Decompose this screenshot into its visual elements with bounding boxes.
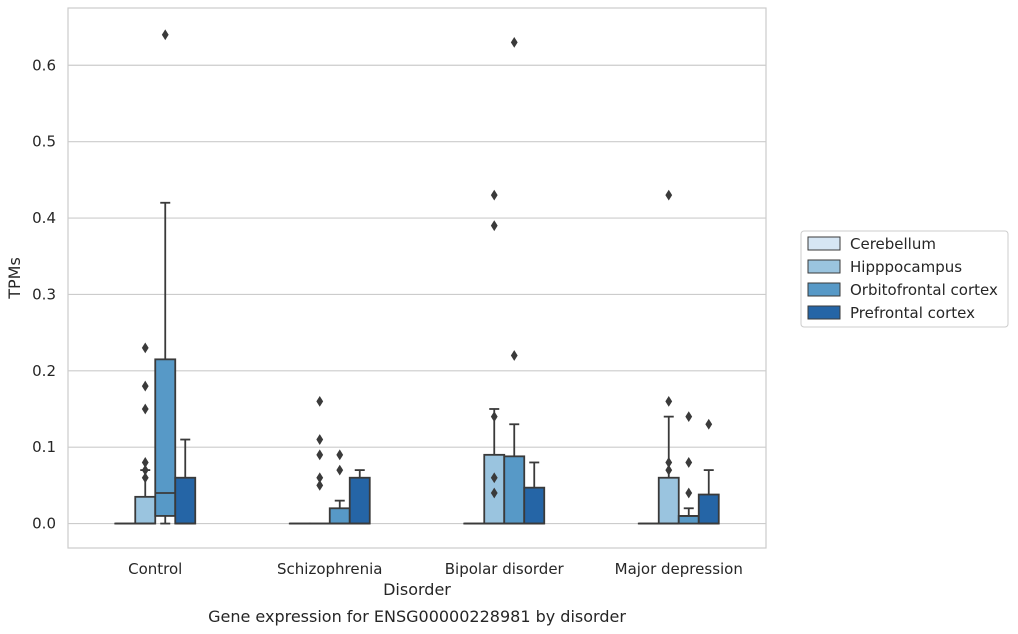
chart-title: Gene expression for ENSG00000228981 by d… (208, 607, 626, 626)
legend: Cerebellum Hipppocampus Orbitofrontal co… (801, 231, 1008, 327)
box-iqr (135, 497, 155, 524)
legend-swatch-cerebellum (808, 237, 840, 250)
legend-label-hipppocampus: Hipppocampus (850, 258, 962, 276)
legend-label-orbitofrontal-cortex: Orbitofrontal cortex (850, 281, 998, 299)
box-iqr (504, 456, 524, 523)
x-axis-title: Disorder (383, 580, 451, 599)
legend-label-cerebellum: Cerebellum (850, 235, 936, 253)
y-tick-label: 0.6 (32, 56, 56, 74)
y-axis-title: TPMs (5, 257, 24, 300)
x-tick-label: Schizophrenia (277, 560, 382, 578)
y-tick-label: 0.3 (32, 285, 56, 303)
legend-swatch-prefrontal-cortex (808, 306, 840, 319)
y-tick-labels: 0.0 0.1 0.2 0.3 0.4 0.5 0.6 (32, 56, 56, 532)
y-tick-label: 0.5 (32, 133, 56, 151)
box-iqr (330, 508, 350, 523)
box-prefrontal-cortex-schizophrenia (350, 470, 370, 523)
legend-swatch-orbitofrontal-cortex (808, 283, 840, 296)
x-tick-label: Control (128, 560, 182, 578)
x-tick-labels: Control Schizophrenia Bipolar disorder Majo… (128, 560, 743, 578)
box-iqr (679, 516, 699, 524)
box-iqr (699, 495, 719, 524)
box-iqr (175, 478, 195, 524)
y-tick-label: 0.2 (32, 362, 56, 380)
y-tick-label: 0.1 (32, 438, 56, 456)
x-tick-label: Major depression (615, 560, 743, 578)
x-tick-label: Bipolar disorder (445, 560, 565, 578)
y-tick-label: 0.4 (32, 209, 56, 227)
legend-label-prefrontal-cortex: Prefrontal cortex (850, 304, 975, 322)
box-iqr (659, 478, 679, 524)
y-tick-label: 0.0 (32, 515, 56, 533)
legend-swatch-hipppocampus (808, 260, 840, 273)
box-iqr (350, 478, 370, 524)
box-iqr (524, 488, 544, 524)
chart: 0.0 0.1 0.2 0.3 0.4 0.5 0.6 Control Schizophren… (0, 0, 1018, 634)
